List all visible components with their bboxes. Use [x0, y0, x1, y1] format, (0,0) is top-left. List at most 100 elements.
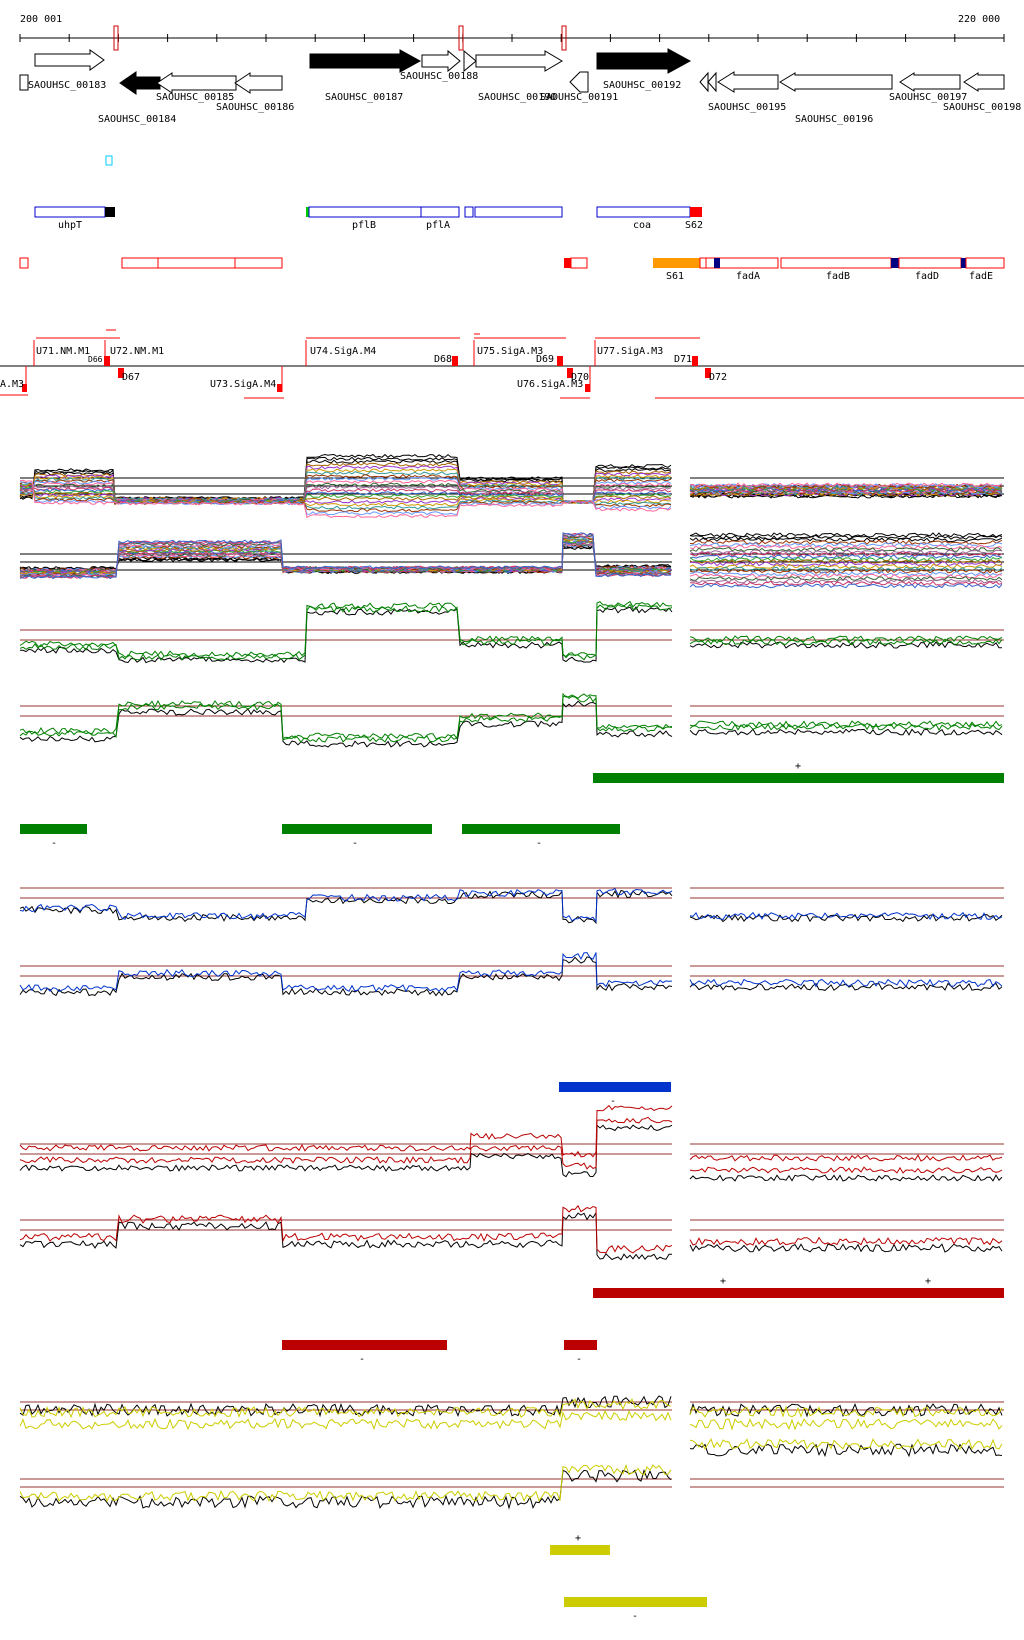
gene-arrow[interactable]: [421, 49, 461, 73]
feature-box[interactable]: [464, 206, 474, 218]
feature-box[interactable]: [121, 257, 283, 269]
tu-label: D68: [434, 354, 452, 365]
feature-box[interactable]: [34, 206, 106, 218]
expression-profile-line: [19, 695, 673, 743]
tu-end-marker: [22, 384, 27, 392]
tu-label: A.M3: [0, 379, 24, 390]
expression-profile-line: [689, 482, 1003, 488]
feature-box[interactable]: [420, 206, 460, 218]
annotation-marker: [105, 155, 113, 166]
gene-arrow[interactable]: [699, 71, 779, 93]
expression-profile-line: [689, 575, 1003, 582]
yellow-up-segment[interactable]: [550, 1545, 610, 1555]
red-up-segment[interactable]: [593, 1288, 1004, 1298]
gene-arrow[interactable]: [899, 72, 961, 92]
expression-profile-line: [689, 722, 1003, 731]
expression-profile-line: [20, 606, 673, 664]
expression-profile-line: [19, 603, 673, 661]
red-down-segment[interactable]: [564, 1340, 597, 1350]
expression-profile-line: [689, 1154, 1003, 1162]
segment-sign: -: [359, 1354, 365, 1365]
gene-label: SAOUHSC_00184: [98, 114, 176, 125]
segment-sign: +: [925, 1276, 931, 1287]
feature-box: [714, 258, 720, 268]
feature-box[interactable]: [474, 206, 563, 218]
expression-profile-line: [19, 889, 673, 925]
multi-condition-panel-2: [19, 532, 1004, 589]
tu-end-marker: [567, 368, 573, 378]
expression-profile-line: [689, 583, 1003, 589]
expression-profile-line: [19, 453, 672, 504]
expression-profile-line: [689, 1405, 1003, 1418]
gene-arrow[interactable]: [596, 48, 692, 74]
ruler-marker: [458, 25, 464, 51]
segment-sign: +: [720, 1276, 726, 1287]
expression-profile-line: [689, 544, 1003, 550]
gene-arrow[interactable]: [569, 71, 589, 93]
segment-sign: +: [575, 1533, 581, 1544]
segment-sign: -: [352, 838, 358, 849]
feature-box: [105, 207, 115, 217]
yellow-condition-panel-2: [19, 1437, 1004, 1510]
feature-box[interactable]: [699, 257, 779, 269]
expression-profile-line: [19, 692, 673, 741]
segment-sign: -: [576, 1354, 582, 1365]
expression-profile-line: [19, 952, 673, 993]
gene-arrow[interactable]: [156, 72, 237, 94]
feature-box: [961, 258, 966, 268]
segment-sign: +: [795, 761, 801, 772]
feature-box[interactable]: [308, 206, 422, 218]
feature-box[interactable]: [780, 257, 892, 269]
expression-profile-line: [689, 720, 1003, 728]
expression-profile-line: [689, 911, 1003, 921]
gene-label: SAOUHSC_00198: [943, 102, 1021, 113]
red-down-segment[interactable]: [282, 1340, 447, 1350]
red-condition-panel-2: [19, 1204, 1004, 1261]
gene-arrow[interactable]: [309, 49, 422, 73]
expression-profile-line: [19, 532, 671, 580]
coord-end-label: 220 000: [958, 14, 1000, 25]
segment-sign: -: [536, 838, 542, 849]
gene-arrow[interactable]: [779, 72, 893, 92]
feature-label: uhpT: [58, 220, 82, 231]
gene-arrow[interactable]: [234, 72, 283, 94]
blue-down-segment[interactable]: [559, 1082, 671, 1092]
expression-profile-line: [689, 913, 1003, 923]
coord-start-label: 200 001: [20, 14, 62, 25]
feature-box[interactable]: [570, 257, 588, 269]
segment-sign: -: [632, 1611, 638, 1622]
green-down-segment[interactable]: [462, 824, 620, 834]
expression-profile-line: [19, 479, 672, 519]
gene-arrow[interactable]: [119, 71, 161, 95]
feature-box[interactable]: [596, 206, 691, 218]
feature-box: [891, 258, 899, 268]
expression-profile-line: [19, 887, 673, 923]
green-down-segment[interactable]: [282, 824, 432, 834]
expression-profile-line: [19, 1409, 672, 1431]
tu-label: U72.NM.M1: [110, 346, 164, 357]
green-up-segment[interactable]: [593, 773, 1004, 783]
tu-end-marker: [104, 356, 110, 366]
yellow-down-segment[interactable]: [564, 1597, 707, 1607]
gene-arrow[interactable]: [963, 72, 1005, 92]
gene-arrow[interactable]: [19, 74, 29, 91]
gene-arrow[interactable]: [463, 49, 563, 73]
expression-profile-line: [689, 1166, 1003, 1174]
blue-condition-panel-1: [19, 887, 1004, 925]
feature-label: fadE: [969, 271, 993, 282]
expression-profile-line: [689, 566, 1003, 572]
expression-profile-line: [19, 1104, 673, 1158]
green-down-segment[interactable]: [20, 824, 87, 834]
expression-profile-line: [19, 1395, 672, 1418]
feature-box[interactable]: [19, 257, 29, 269]
tu-end-marker: [118, 368, 124, 378]
gene-arrow[interactable]: [34, 49, 105, 71]
expression-profile-line: [689, 539, 1003, 545]
feature-box[interactable]: [898, 257, 962, 269]
feature-box: [690, 207, 702, 217]
green-condition-panel-2: [19, 692, 1004, 748]
feature-box[interactable]: [965, 257, 1005, 269]
expression-profile-line: [689, 1443, 1003, 1458]
gene-label: SAOUHSC_00188: [400, 71, 478, 82]
yellow-condition-panel-1: [19, 1395, 1004, 1431]
